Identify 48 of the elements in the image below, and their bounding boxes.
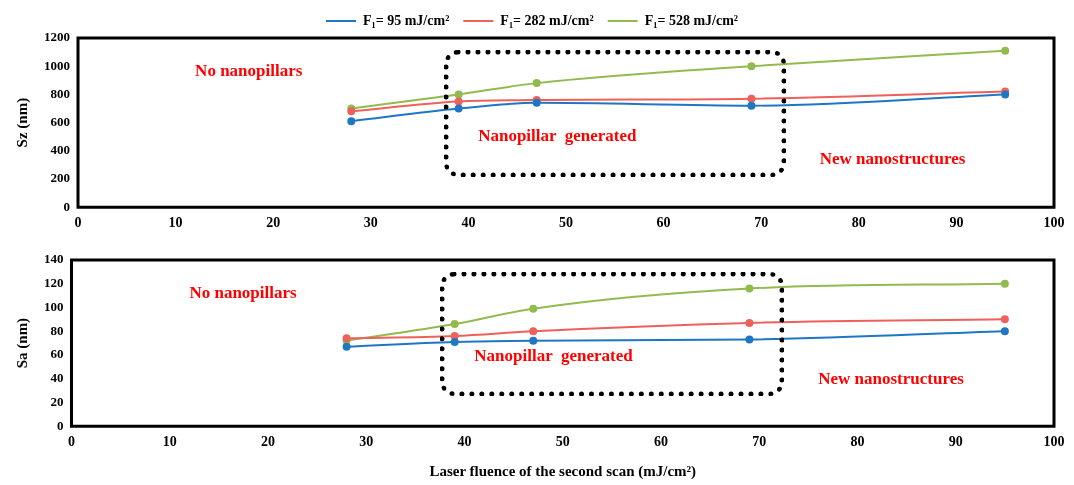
annotation: No nanopillars bbox=[189, 282, 298, 302]
y-tick-label: 60 bbox=[50, 346, 64, 362]
x-tick-label: 60 bbox=[656, 215, 671, 231]
x-tick-label: 80 bbox=[850, 434, 865, 450]
x-tick-label: 20 bbox=[266, 215, 281, 231]
y-tick-label: 0 bbox=[63, 198, 70, 214]
y-tick-label: 600 bbox=[50, 113, 70, 129]
y-tick-label: 100 bbox=[44, 298, 64, 314]
x-tick-label: 70 bbox=[754, 215, 769, 231]
x-tick-label: 40 bbox=[457, 434, 472, 450]
y-tick-label: 0 bbox=[57, 417, 64, 433]
x-tick-label: 10 bbox=[162, 434, 177, 450]
y-axis-title: Sa (nm) bbox=[13, 317, 31, 369]
annotation: New nanostructures bbox=[818, 369, 965, 389]
annotation: Nanopillar generated bbox=[474, 345, 634, 365]
x-tick-label: 30 bbox=[359, 434, 374, 450]
y-tick-label: 120 bbox=[44, 275, 64, 291]
x-tick-label: 100 bbox=[1043, 215, 1065, 231]
y-tick-label: 140 bbox=[44, 251, 64, 267]
x-tick-label: 10 bbox=[168, 215, 183, 231]
y-tick-label: 400 bbox=[50, 142, 70, 158]
x-tick-label: 90 bbox=[948, 434, 963, 450]
legend-label: F₁= 528 mJ/cm² bbox=[644, 12, 739, 28]
x-tick-label: 80 bbox=[851, 215, 866, 231]
x-tick-label: 70 bbox=[752, 434, 767, 450]
legend-label: F₁= 282 mJ/cm² bbox=[500, 12, 594, 28]
x-tick-label: 90 bbox=[949, 215, 964, 231]
legend-label: F₁= 95 mJ/cm² bbox=[362, 12, 450, 28]
x-tick-label: 60 bbox=[654, 434, 668, 450]
y-axis-title: Sz (nm) bbox=[13, 97, 31, 148]
annotation: New nanostructures bbox=[819, 149, 966, 169]
y-tick-label: 800 bbox=[50, 85, 70, 101]
x-tick-label: 50 bbox=[559, 215, 573, 231]
x-tick-label: 0 bbox=[74, 215, 82, 231]
annotation: Nanopillar generated bbox=[478, 125, 638, 145]
annotation: No nanopillars bbox=[195, 61, 303, 81]
y-tick-label: 1200 bbox=[44, 29, 70, 45]
x-tick-label: 40 bbox=[461, 215, 476, 231]
y-tick-label: 20 bbox=[50, 393, 64, 409]
x-tick-label: 100 bbox=[1043, 434, 1065, 450]
x-tick-label: 30 bbox=[363, 215, 378, 231]
y-tick-label: 80 bbox=[50, 322, 64, 338]
x-tick-label: 50 bbox=[555, 434, 570, 450]
y-tick-label: 200 bbox=[50, 170, 70, 186]
y-tick-label: 40 bbox=[50, 370, 64, 386]
y-tick-label: 1000 bbox=[44, 57, 70, 73]
x-tick-label: 20 bbox=[261, 434, 275, 450]
x-axis-title: Laser fluence of the second scan (mJ/cm²) bbox=[429, 462, 697, 480]
